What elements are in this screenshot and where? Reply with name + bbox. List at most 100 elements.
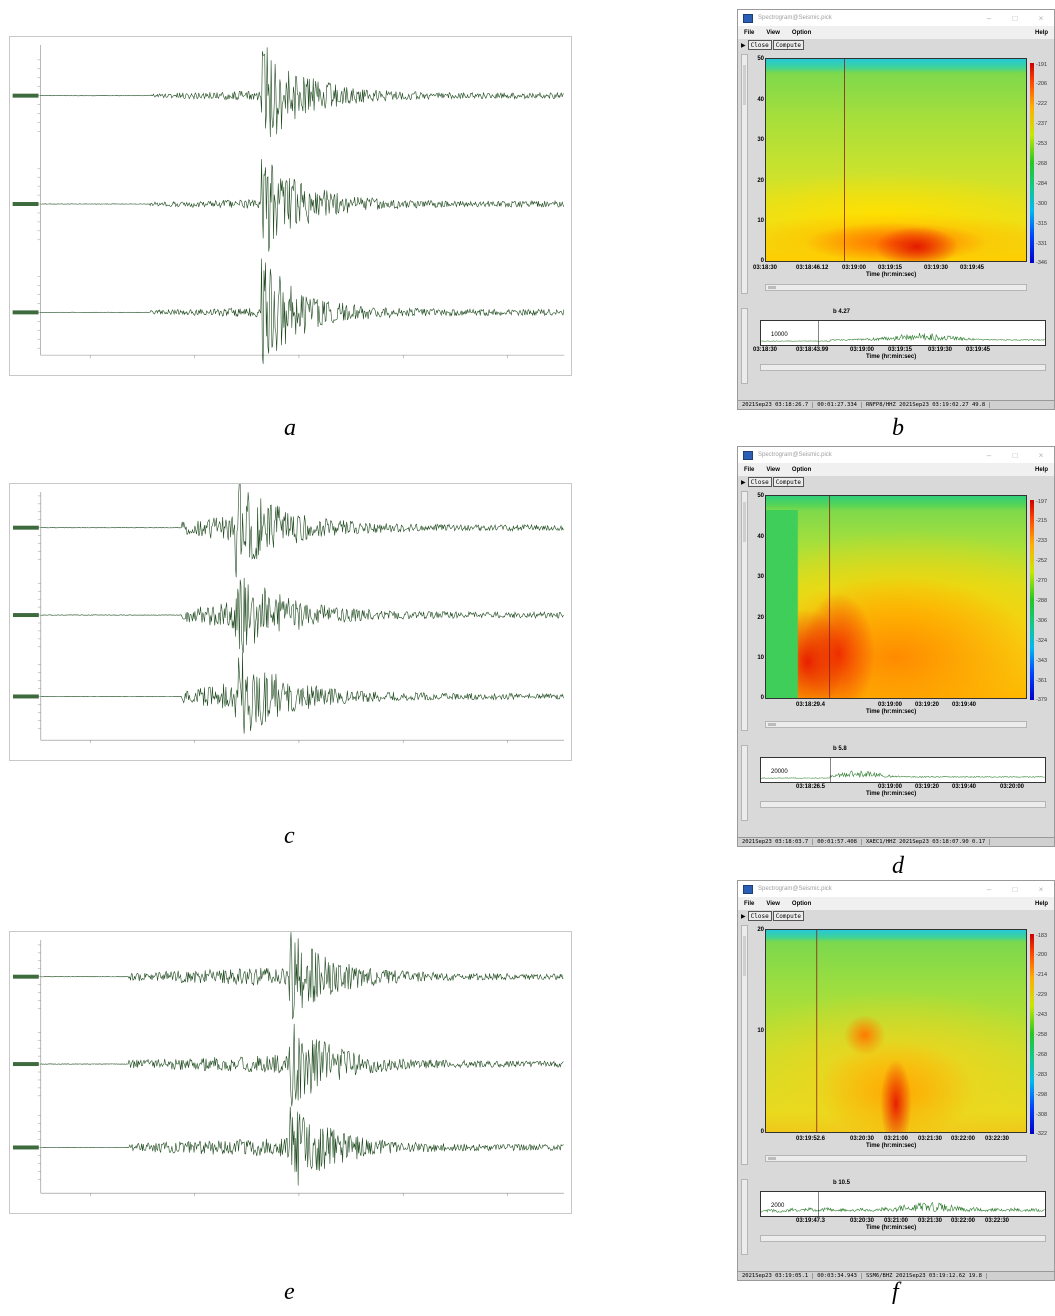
x-tick: 03:18:46.12 <box>796 265 829 271</box>
x-tick: 03:20:30 <box>850 1136 875 1142</box>
horizontal-scrollbar[interactable] <box>765 721 1027 728</box>
menu-bar: File View Option Help <box>738 463 1054 476</box>
menu-file[interactable]: File <box>744 466 755 473</box>
trace-x-tick: 03:20:30 <box>850 1218 875 1224</box>
colorbar-label: -300 <box>1036 201 1048 207</box>
close-icon[interactable]: × <box>1038 13 1044 23</box>
close-button[interactable]: Close <box>747 477 772 487</box>
y-tick: 20 <box>757 615 764 621</box>
menu-help[interactable]: Help <box>1034 466 1048 473</box>
trace-vertical-scrollbar[interactable] <box>741 308 748 384</box>
seismic-trace <box>40 159 565 252</box>
colorbar-label: -206 <box>1036 81 1048 87</box>
menu-view[interactable]: View <box>766 29 780 36</box>
play-arrow-icon[interactable]: ▶ <box>741 42 746 49</box>
menu-option[interactable]: Option <box>791 900 812 907</box>
menu-option[interactable]: Option <box>791 466 812 473</box>
trace-station-label <box>12 974 39 979</box>
close-icon[interactable]: × <box>1038 884 1044 894</box>
menu-option[interactable]: Option <box>791 29 812 36</box>
trace-x-tick: 03:22:30 <box>985 1218 1010 1224</box>
caption-d: d <box>892 853 904 879</box>
waveform-panel-e <box>9 931 572 1214</box>
horizontal-scrollbar[interactable] <box>765 284 1027 291</box>
menu-file[interactable]: File <box>744 29 755 36</box>
trace-plot <box>760 320 1046 346</box>
play-arrow-icon[interactable]: ▶ <box>741 479 746 486</box>
colorbar-label: -343 <box>1036 658 1048 664</box>
trace-amplitude: 10000 <box>770 332 789 338</box>
status-start: 2021Sep23 03:19:05.1 <box>738 1273 814 1279</box>
x-tick: 03:19:00 <box>878 702 903 708</box>
y-tick: 10 <box>757 1028 764 1034</box>
menu-file[interactable]: File <box>744 900 755 907</box>
caption-c: c <box>284 823 295 849</box>
trace-horizontal-scrollbar[interactable] <box>760 1235 1046 1242</box>
trace-horizontal-scrollbar[interactable] <box>760 801 1046 808</box>
close-button[interactable]: Close <box>747 911 772 921</box>
menu-view[interactable]: View <box>766 466 780 473</box>
window-title: Spectrogram@Seismic.pick <box>758 452 832 458</box>
caption-a: a <box>284 415 296 441</box>
x-tick: 03:19:20 <box>915 702 940 708</box>
trace-plot <box>760 757 1046 783</box>
y-tick: 40 <box>757 97 764 103</box>
x-tick: 03:19:00 <box>842 265 867 271</box>
menu-help[interactable]: Help <box>1034 900 1048 907</box>
vertical-scrollbar[interactable] <box>741 491 748 731</box>
minimize-icon[interactable]: – <box>986 884 992 894</box>
status-duration: 00:01:27.334 <box>813 402 862 408</box>
spectrogram-area: 50 40 30 20 10 0 -197 -215 -233 -252 -27… <box>738 488 1054 741</box>
minimize-icon[interactable]: – <box>986 13 992 23</box>
close-icon[interactable]: × <box>1038 450 1044 460</box>
y-tick: 0 <box>760 695 764 701</box>
status-bar: 2021Sep23 03:19:05.1 00:03:34.943 SSM6/B… <box>738 1271 1054 1280</box>
x-tick: 03:22:30 <box>985 1136 1010 1142</box>
status-bar: 2021Sep23 03:18:26.7 00:01:27.334 RNFP8/… <box>738 400 1054 409</box>
colorbar <box>1030 63 1034 263</box>
y-tick: 0 <box>760 1129 764 1135</box>
compute-button[interactable]: Compute <box>772 477 804 487</box>
title-bar: Spectrogram@Seismic.pick – □ × <box>738 10 1054 26</box>
minimize-icon[interactable]: – <box>986 450 992 460</box>
trace-waveform <box>761 1202 1045 1214</box>
seismic-trace <box>40 651 564 734</box>
waveform-panel-c <box>9 483 572 761</box>
colorbar-label: -258 <box>1036 1032 1048 1038</box>
colorbar-label: -268 <box>1036 1052 1048 1058</box>
maximize-icon[interactable]: □ <box>1012 884 1018 894</box>
close-button[interactable]: Close <box>747 40 772 50</box>
seismic-trace <box>40 932 564 1020</box>
x-tick: 03:19:45 <box>960 265 985 271</box>
menu-help[interactable]: Help <box>1034 29 1048 36</box>
trace-area: b 5.8 20000 03:18:26.5 03:19:00 03:19:20… <box>738 741 1054 836</box>
trace-x-tick: 03:21:00 <box>884 1218 909 1224</box>
x-tick: 03:18:30 <box>753 265 778 271</box>
vertical-scrollbar[interactable] <box>741 54 748 294</box>
compute-button[interactable]: Compute <box>772 40 804 50</box>
colorbar-label: -214 <box>1036 972 1048 978</box>
menu-view[interactable]: View <box>766 900 780 907</box>
pick-line <box>829 496 831 698</box>
maximize-icon[interactable]: □ <box>1012 450 1018 460</box>
compute-button[interactable]: Compute <box>772 911 804 921</box>
status-duration: 00:01:57.408 <box>813 839 862 845</box>
trace-station-label <box>12 310 39 315</box>
trace-vertical-scrollbar[interactable] <box>741 745 748 821</box>
trace-station-label <box>13 694 39 699</box>
status-bar: 2021Sep23 03:18:03.7 00:01:57.408 XAEC1/… <box>738 837 1054 846</box>
y-tick: 20 <box>757 927 764 933</box>
horizontal-scrollbar[interactable] <box>765 1155 1027 1162</box>
trace-vertical-scrollbar[interactable] <box>741 1179 748 1255</box>
play-arrow-icon[interactable]: ▶ <box>741 913 746 920</box>
trace-x-tick: 03:19:45 <box>966 347 991 353</box>
spectrogram-area: 20 10 0 -183 -200 -214 -229 -243 -258 -2… <box>738 922 1054 1175</box>
colorbar-label: -322 <box>1036 1131 1048 1137</box>
x-tick: 03:19:52.6 <box>796 1136 826 1142</box>
colorbar-label: -253 <box>1036 141 1048 147</box>
colorbar-label: -197 <box>1036 499 1048 505</box>
trace-horizontal-scrollbar[interactable] <box>760 364 1046 371</box>
maximize-icon[interactable]: □ <box>1012 13 1018 23</box>
vertical-scrollbar[interactable] <box>741 925 748 1165</box>
trace-x-tick: 03:19:00 <box>850 347 875 353</box>
